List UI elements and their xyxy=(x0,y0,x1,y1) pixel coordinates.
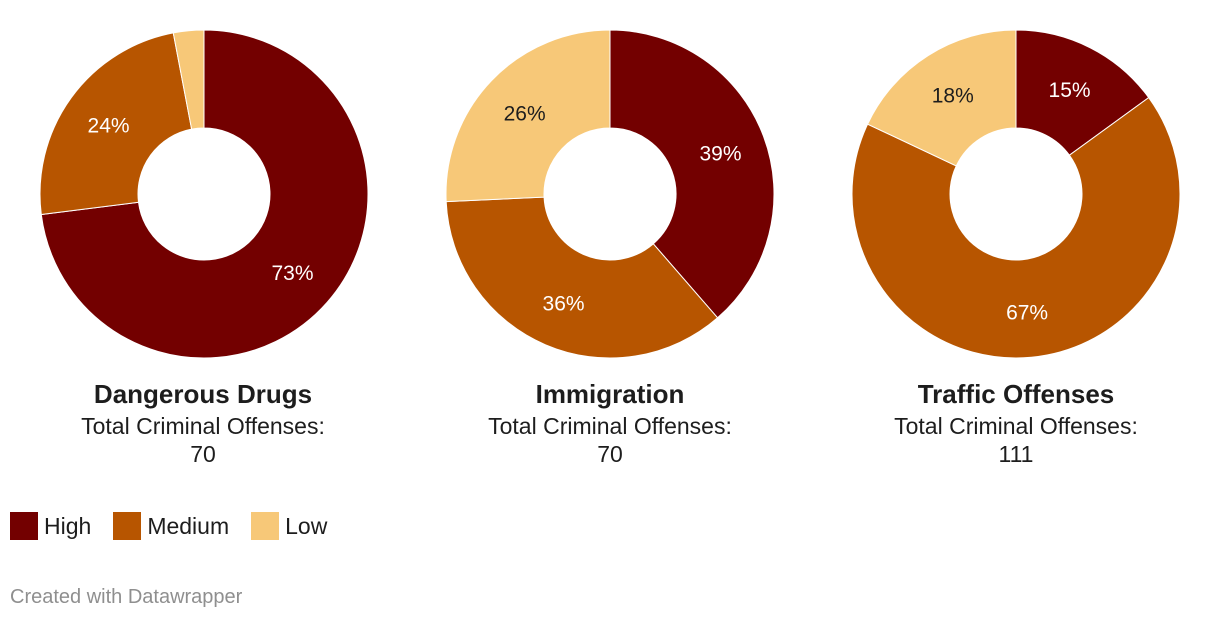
slice-label-high: 15% xyxy=(1049,79,1091,102)
chart-subtitle: Total Criminal Offenses: xyxy=(488,413,732,439)
slice-low xyxy=(172,29,205,130)
slice-medium xyxy=(445,196,719,359)
footer-credit: Created with Datawrapper xyxy=(10,586,243,608)
chart-caption-immigration: Immigration Total Criminal Offenses: 70 xyxy=(440,376,780,468)
chart-caption-traffic-offenses: Traffic Offenses Total Criminal Offenses… xyxy=(846,376,1186,468)
chart-total: 111 xyxy=(998,441,1034,467)
slice-label-medium: 67% xyxy=(1006,301,1048,324)
donut-traffic-offenses: 15% 67% 18% xyxy=(851,29,1181,359)
legend: High Medium Low xyxy=(10,512,349,540)
donut-dangerous-drugs: 73% 24% xyxy=(39,29,369,359)
chart-subtitle: Total Criminal Offenses: xyxy=(81,413,325,439)
legend-item-high: High xyxy=(10,512,91,540)
chart-title: Immigration xyxy=(535,379,685,409)
slice-medium xyxy=(851,96,1181,359)
legend-swatch xyxy=(10,512,38,540)
slice-label-low: 26% xyxy=(504,103,546,126)
chart-title: Dangerous Drugs xyxy=(93,379,313,409)
legend-label: High xyxy=(44,512,92,539)
chart-subtitle: Total Criminal Offenses: xyxy=(894,413,1138,439)
slice-label-medium: 36% xyxy=(543,292,585,315)
legend-item-medium: Medium xyxy=(113,512,229,540)
donut-charts: 73% 24% 39% 36% 26% 15% 67% 18% xyxy=(39,29,1181,359)
slice-label-high: 39% xyxy=(700,143,742,166)
slice-high xyxy=(40,29,369,359)
slice-label-low: 18% xyxy=(932,84,974,107)
legend-swatch xyxy=(113,512,142,540)
legend-swatch xyxy=(251,512,280,540)
slice-low xyxy=(866,29,1017,167)
chart-title: Traffic Offenses xyxy=(917,379,1115,409)
slice-label-high: 73% xyxy=(271,262,313,285)
slice-label-medium: 24% xyxy=(88,115,130,138)
chart-caption-dangerous-drugs: Dangerous Drugs Total Criminal Offenses:… xyxy=(33,376,373,468)
donut-immigration: 39% 36% 26% xyxy=(445,29,775,359)
slice-high xyxy=(1015,29,1150,156)
slice-medium xyxy=(39,32,193,216)
slice-low xyxy=(445,29,611,203)
slice-high xyxy=(609,29,775,319)
legend-label: Medium xyxy=(147,512,230,539)
chart-total: 70 xyxy=(597,441,623,467)
chart-total: 70 xyxy=(190,441,216,467)
legend-item-low: Low xyxy=(251,512,327,540)
legend-label: Low xyxy=(285,512,328,539)
